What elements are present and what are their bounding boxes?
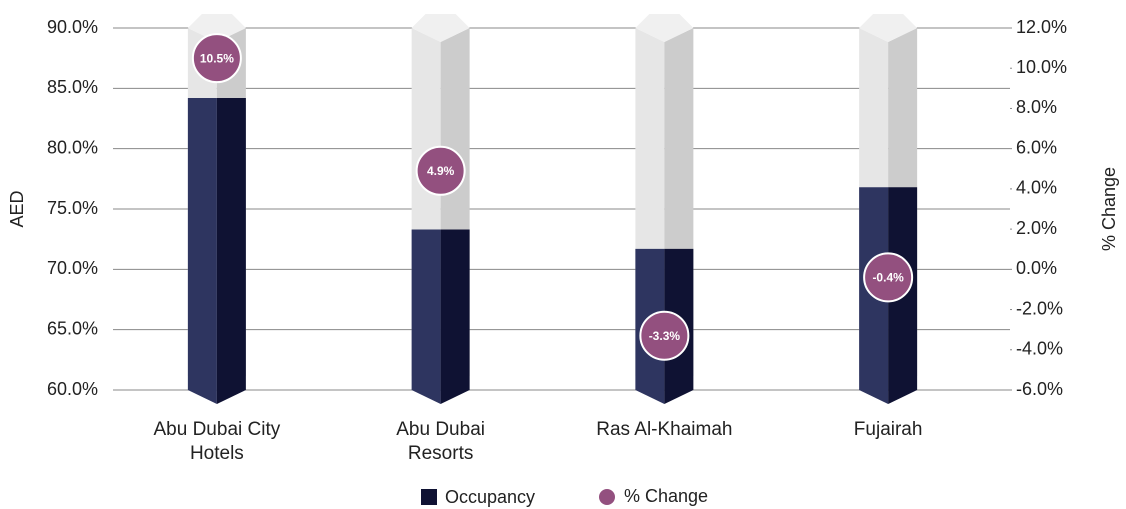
- bar-background-cap: [859, 14, 918, 42]
- y2-tick-label: 12.0%: [1016, 17, 1067, 37]
- bar-background-cap: [187, 14, 246, 42]
- x-tick-label: Abu Dubai City Hotels: [153, 419, 281, 464]
- y-tick-label: 80.0%: [47, 137, 98, 157]
- legend-swatch: [599, 489, 615, 505]
- y2-axis-label: % Change: [1099, 167, 1119, 251]
- y2-tick-label: 8.0%: [1016, 97, 1057, 117]
- bar: [187, 97, 217, 404]
- x-tick-label: Ras Al-Khaimah: [596, 419, 733, 440]
- legend-swatch: [421, 489, 437, 505]
- legend-label: Occupancy: [445, 487, 535, 507]
- change-label: -3.3%: [649, 329, 681, 343]
- change-label: 10.5%: [200, 51, 234, 65]
- y2-tick-label: -6.0%: [1016, 379, 1063, 399]
- y2-tick-label: 0.0%: [1016, 258, 1057, 278]
- x-tick-label: Abu Dubai Resorts: [396, 419, 485, 464]
- change-label: 4.9%: [427, 164, 455, 178]
- y-axis-label: AED: [7, 190, 27, 227]
- y2-tick-label: 4.0%: [1016, 178, 1057, 198]
- y2-tick-label: 6.0%: [1016, 137, 1057, 157]
- y2-tick-label: 10.0%: [1016, 57, 1067, 77]
- x-tick-label: Fujairah: [853, 419, 923, 440]
- y-tick-label: 65.0%: [47, 318, 98, 338]
- y-tick-label: 85.0%: [47, 77, 98, 97]
- legend-label: % Change: [624, 486, 708, 506]
- change-point: [863, 252, 914, 303]
- y-tick-label: 90.0%: [47, 17, 98, 37]
- y2-tick-label: -2.0%: [1016, 298, 1063, 318]
- bar-background-cap: [411, 14, 470, 42]
- change-point: [639, 310, 690, 361]
- change-point: [415, 145, 466, 196]
- y2-tick-label: 2.0%: [1016, 218, 1057, 238]
- change-point: [191, 33, 242, 84]
- y-tick-label: 60.0%: [47, 379, 98, 399]
- y-tick-label: 70.0%: [47, 258, 98, 278]
- y-tick-label: 75.0%: [47, 198, 98, 218]
- bar: [411, 229, 441, 404]
- y2-tick-label: -4.0%: [1016, 339, 1063, 359]
- change-label: -0.4%: [872, 271, 904, 285]
- bar-background-cap: [635, 14, 694, 42]
- bar: [440, 229, 470, 404]
- bar: [216, 97, 246, 404]
